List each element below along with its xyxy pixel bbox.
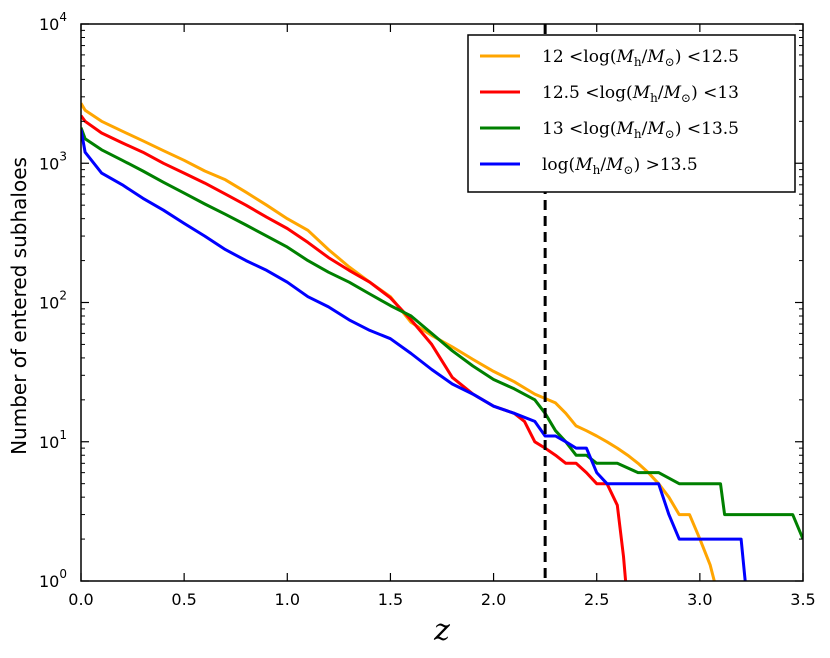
x-axis-title: z — [433, 613, 450, 648]
legend-label-4: log(Mh/M⊙) >13.5 — [542, 155, 698, 177]
series-line-1 — [81, 102, 716, 581]
y-tick-label: 101 — [39, 428, 67, 452]
legend-label-1: 12 <log(Mh/M⊙) <12.5 — [542, 47, 739, 69]
x-tick-label: 2.0 — [481, 590, 506, 609]
y-tick-label: 103 — [39, 149, 67, 173]
legend-label-2: 12.5 <log(Mh/M⊙) <13 — [542, 83, 739, 105]
x-tick-label: 3.5 — [790, 590, 815, 609]
x-tick-label: 1.5 — [378, 590, 403, 609]
x-tick-label: 0.5 — [171, 590, 196, 609]
x-tick-label: 1.0 — [275, 590, 300, 609]
y-tick-label: 100 — [39, 567, 67, 591]
y-tick-label: 102 — [39, 289, 67, 313]
tick-layer — [80, 23, 804, 582]
legend-box — [467, 34, 796, 193]
series-line-4 — [81, 129, 747, 581]
series-line-3 — [81, 127, 803, 540]
series-line-2 — [81, 114, 628, 581]
y-axis-title: Number of entered subhaloes — [7, 157, 31, 455]
x-tick-label: 0.0 — [68, 590, 93, 609]
x-tick-label: 3.0 — [687, 590, 712, 609]
x-tick-label: 2.5 — [584, 590, 609, 609]
legend: 12 <log(Mh/M⊙) <12.5 12.5 <log(Mh/M⊙) <13… — [467, 34, 796, 193]
y-tick-label: 104 — [39, 10, 67, 34]
legend-label-3: 13 <log(Mh/M⊙) <13.5 — [542, 119, 739, 141]
series-layer — [81, 102, 803, 581]
